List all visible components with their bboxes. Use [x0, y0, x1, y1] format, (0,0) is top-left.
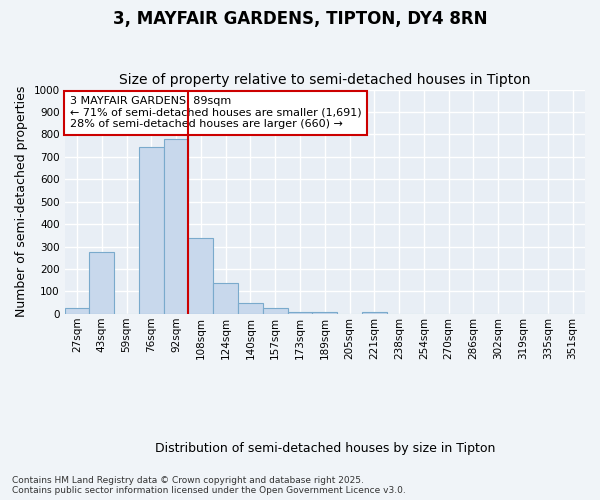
Bar — [188, 238, 213, 314]
Bar — [89, 252, 114, 314]
Bar — [313, 312, 337, 314]
Bar — [213, 284, 238, 314]
Title: Size of property relative to semi-detached houses in Tipton: Size of property relative to semi-detach… — [119, 73, 530, 87]
Bar — [238, 302, 263, 314]
Bar — [65, 308, 89, 314]
Y-axis label: Number of semi-detached properties: Number of semi-detached properties — [15, 86, 28, 318]
Bar — [362, 312, 387, 314]
Text: 3 MAYFAIR GARDENS: 89sqm
← 71% of semi-detached houses are smaller (1,691)
28% o: 3 MAYFAIR GARDENS: 89sqm ← 71% of semi-d… — [70, 96, 361, 130]
X-axis label: Distribution of semi-detached houses by size in Tipton: Distribution of semi-detached houses by … — [155, 442, 495, 455]
Bar — [139, 146, 164, 314]
Text: Contains HM Land Registry data © Crown copyright and database right 2025.
Contai: Contains HM Land Registry data © Crown c… — [12, 476, 406, 495]
Bar — [164, 139, 188, 314]
Bar — [287, 312, 313, 314]
Text: 3, MAYFAIR GARDENS, TIPTON, DY4 8RN: 3, MAYFAIR GARDENS, TIPTON, DY4 8RN — [113, 10, 487, 28]
Bar — [263, 308, 287, 314]
